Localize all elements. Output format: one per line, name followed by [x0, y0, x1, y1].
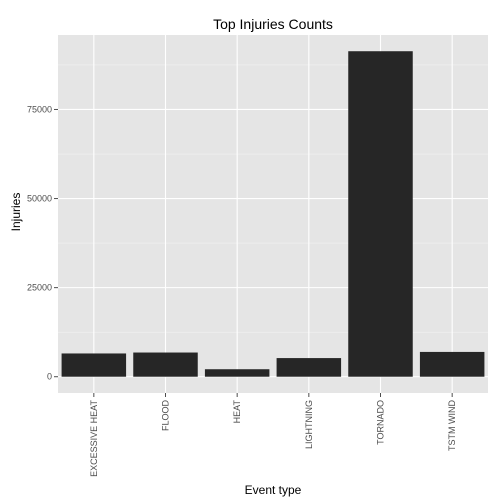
x-tick-label: LIGHTNING: [304, 400, 314, 449]
bars: [61, 51, 485, 377]
x-tick-label: FLOOD: [161, 400, 171, 432]
x-tick-label: TORNADO: [376, 400, 386, 445]
bar-tstm-wind: [419, 351, 485, 377]
y-axis-title: Injuries: [9, 193, 23, 232]
minor-gridlines: [58, 64, 488, 333]
x-tick-label: TSTM WIND: [447, 400, 457, 451]
y-tick-label: 75000: [27, 104, 52, 114]
plot-panel: [58, 35, 488, 393]
bar-tornado: [348, 51, 413, 377]
bar-lightning: [276, 358, 342, 377]
x-tick-label: EXCESSIVE HEAT: [89, 400, 99, 477]
x-axis-title: Event type: [245, 483, 302, 497]
x-axis: EXCESSIVE HEAT FLOOD HEAT LIGHTNING TORNADO T…: [89, 393, 457, 477]
y-axis: 0 25000 50000 75000: [27, 104, 58, 382]
y-tick-label: 0: [47, 372, 52, 382]
y-tick-label: 25000: [27, 283, 52, 293]
y-tick-label: 50000: [27, 194, 52, 204]
chart-title: Top Injuries Counts: [213, 16, 333, 32]
bar-heat: [204, 369, 270, 377]
bar-flood: [133, 352, 198, 377]
x-tick-label: HEAT: [232, 400, 242, 424]
bar-excessive-heat: [61, 353, 127, 377]
